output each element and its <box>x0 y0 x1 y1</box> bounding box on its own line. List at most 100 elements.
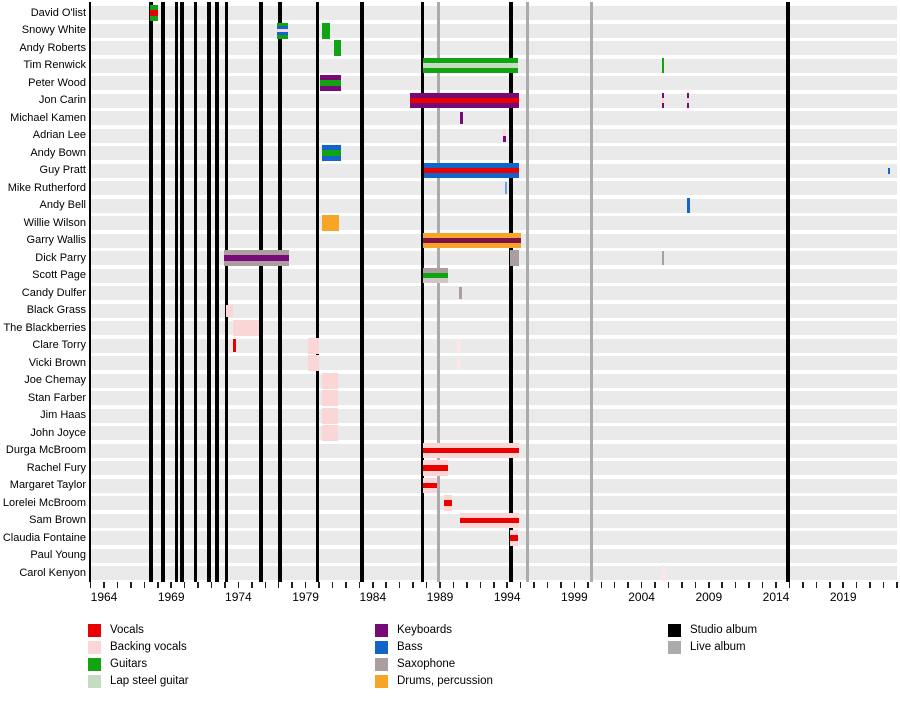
bar-stripe-purple <box>661 93 664 98</box>
legend-swatch-orange <box>375 675 388 688</box>
row-label: Joe Chemay <box>24 374 86 386</box>
row-label: Sam Brown <box>29 514 86 526</box>
bar-stripe-pink <box>321 425 338 441</box>
bar-stripe-green <box>277 35 289 39</box>
year-tick <box>103 582 105 588</box>
year-tick <box>613 582 616 588</box>
row-label: Black Grass <box>26 304 86 316</box>
row-band <box>90 216 897 230</box>
row-band <box>90 146 897 160</box>
timeline-bar <box>457 356 461 370</box>
year-tick <box>640 582 643 588</box>
bar-stripe-pink <box>460 523 520 529</box>
y-axis-line <box>89 2 92 582</box>
row-label: Rachel Fury <box>26 461 86 474</box>
row-label: Margaret Taylor <box>9 479 86 491</box>
studio-album-line <box>161 2 165 582</box>
year-tick <box>681 582 683 588</box>
year-tick <box>425 582 428 588</box>
bar-stripe-pink <box>687 98 690 103</box>
year-tick <box>882 582 885 588</box>
timeline-bar <box>422 477 438 494</box>
legend-swatch-gray <box>668 641 681 654</box>
year-tick <box>855 582 858 588</box>
row-band <box>90 198 897 213</box>
bar-stripe-blue <box>277 32 289 36</box>
year-tick <box>157 582 159 588</box>
studio-album-line <box>174 2 179 582</box>
year-tick <box>842 582 844 588</box>
bar-stripe-pink <box>422 460 449 466</box>
row-band <box>90 548 897 563</box>
bar-stripe-red <box>149 10 158 16</box>
bar-stripe-sax <box>509 250 520 266</box>
timeline-bar <box>226 304 234 317</box>
timeline-bar <box>509 530 518 546</box>
year-tick <box>398 582 401 588</box>
year-tick <box>116 582 119 588</box>
bar-stripe-pink <box>509 530 518 536</box>
bar-stripe-red <box>410 97 520 104</box>
legend-swatch-black <box>668 624 681 637</box>
bar-stripe-blue <box>321 155 341 161</box>
bar-stripe-green <box>321 22 330 39</box>
year-tick <box>546 582 549 588</box>
bar-stripe-blue <box>277 25 289 29</box>
legend-swatch-purple <box>375 624 388 637</box>
row-label: Jon Carin <box>38 94 86 106</box>
row-band <box>90 356 897 370</box>
row-label: Andy Bown <box>30 146 86 159</box>
bar-stripe-sax <box>223 250 290 256</box>
timeline-bar <box>321 22 330 39</box>
bar-stripe-pink <box>308 355 320 371</box>
bar-stripe-pink <box>277 28 289 33</box>
year-tick <box>708 582 710 588</box>
year-tick <box>277 582 280 588</box>
timeline-bar <box>422 232 521 249</box>
bar-stripe-lightblue <box>504 182 508 194</box>
timeline-bar <box>460 512 520 529</box>
year-label: 1999 <box>561 590 588 604</box>
timeline-bar <box>233 339 236 352</box>
timeline-bar <box>321 390 338 406</box>
year-tick <box>479 582 482 588</box>
bar-stripe-green <box>422 272 449 279</box>
timeline-bar <box>661 251 664 265</box>
row-band <box>90 41 897 55</box>
row-label: Guy Pratt <box>39 164 86 176</box>
bar-stripe-red <box>460 517 520 524</box>
timeline-bar <box>504 182 508 194</box>
timeline-bar <box>308 355 320 371</box>
row-label: Mike Rutherford <box>7 181 86 194</box>
timeline-bar <box>233 320 259 336</box>
bar-stripe-purple <box>410 103 520 109</box>
bar-stripe-purple <box>410 92 520 98</box>
year-label: 1984 <box>359 590 387 604</box>
bar-stripe-blue <box>687 198 690 213</box>
year-tick <box>251 582 253 588</box>
bar-stripe-red <box>422 447 520 454</box>
legend-swatch-palegreen <box>88 675 101 688</box>
row-label: Vicki Brown <box>28 356 86 369</box>
legend-swatch-red <box>88 624 101 637</box>
row-band <box>90 128 897 143</box>
timeline-bar <box>687 198 690 213</box>
bar-stripe-purple <box>503 135 506 142</box>
row-label: Willie Wilson <box>23 216 86 229</box>
bar-stripe-sax <box>223 260 290 266</box>
year-tick <box>439 582 441 588</box>
bar-stripe-green <box>149 5 158 11</box>
timeline-bar <box>333 40 341 56</box>
year-tick <box>519 582 522 588</box>
row-label: Durga McBroom <box>5 444 86 456</box>
row-label: Lorelei McBroom <box>2 496 86 509</box>
row-label: Jim Haas <box>40 409 86 421</box>
legend-label: Studio album <box>690 624 758 636</box>
studio-album-line <box>215 2 219 582</box>
year-tick <box>318 582 320 588</box>
bar-stripe-pink <box>233 320 259 336</box>
timeline-bar <box>422 267 449 284</box>
timeline-bar <box>321 407 338 424</box>
year-tick <box>372 582 374 588</box>
year-tick <box>802 582 804 588</box>
